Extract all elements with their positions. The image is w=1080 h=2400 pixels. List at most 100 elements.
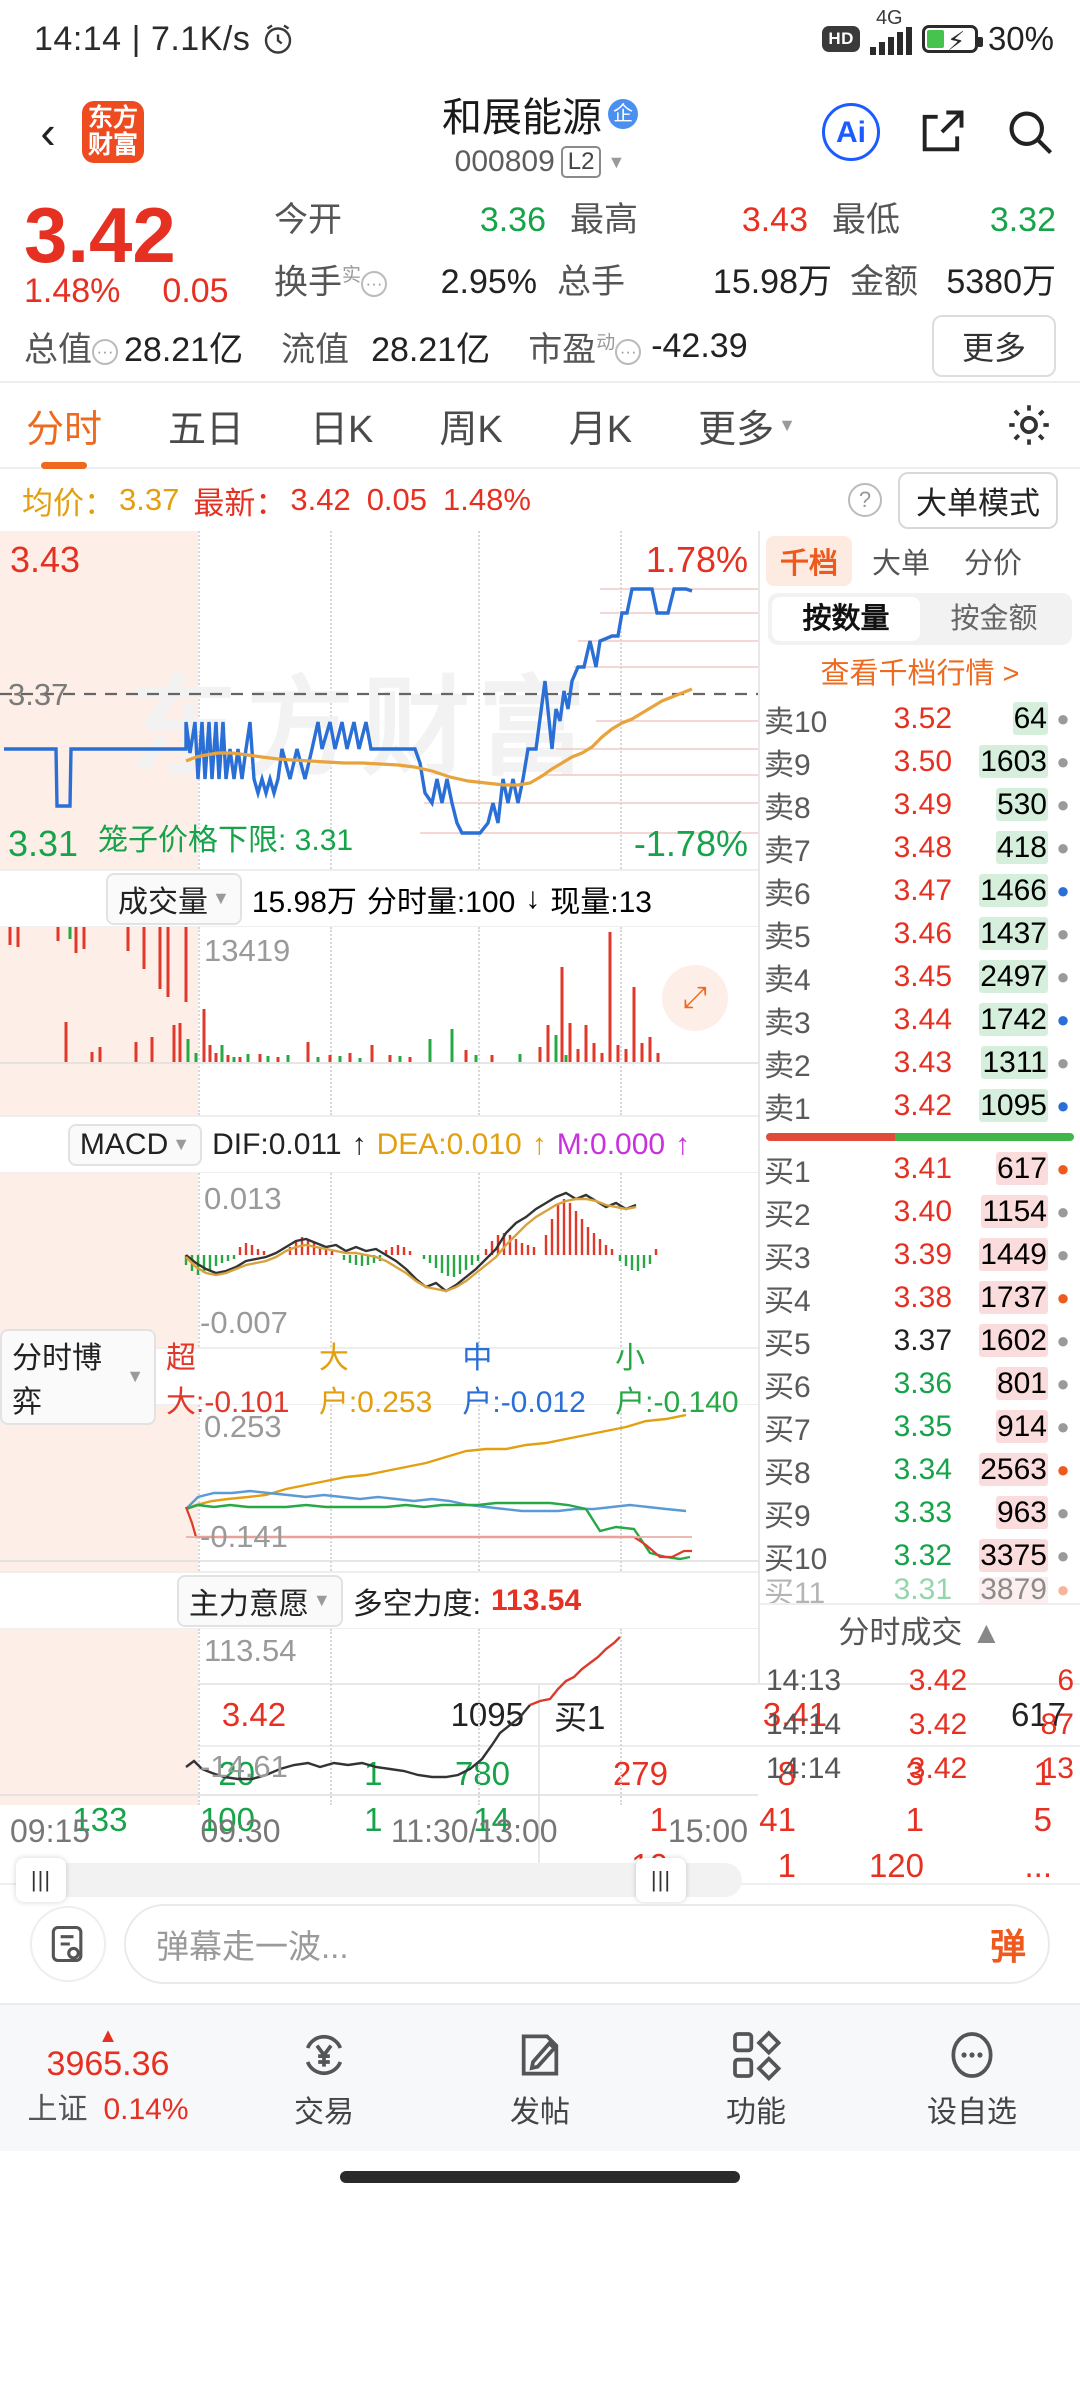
preopen-shade bbox=[0, 531, 198, 869]
nav-actions: Ai bbox=[822, 103, 1056, 161]
table-row[interactable]: 买7 3.35 914 ● bbox=[764, 1409, 1070, 1447]
more-button[interactable]: 更多 bbox=[931, 315, 1056, 377]
stock-name: 和展能源 bbox=[442, 96, 602, 140]
macd-dea: DEA:0.010 bbox=[376, 1127, 522, 1161]
table-row[interactable]: 卖3 3.44 1742 ● bbox=[764, 1002, 1070, 1040]
info-dots-icon[interactable]: ··· bbox=[615, 338, 642, 365]
chart-scrollbar[interactable]: ||| ||| bbox=[16, 1858, 742, 1902]
danmu-input[interactable]: 弹幕走一波... 弹 bbox=[124, 1904, 1050, 1984]
orderbook-sort-segment: 按数量 按金额 bbox=[768, 593, 1072, 645]
table-row: 279 8 3 1 bbox=[612, 1755, 1052, 1792]
table-row[interactable]: 卖9 3.50 1603 ● bbox=[764, 744, 1070, 782]
nav-item-trade[interactable]: 交易 bbox=[216, 2025, 432, 2131]
back-chevron-icon[interactable]: ‹ bbox=[40, 106, 56, 158]
table-row[interactable]: 卖2 3.43 1311 ● bbox=[764, 1045, 1070, 1083]
time-tick-2: 11:30/13:00 bbox=[390, 1812, 558, 1849]
yuan-trade-icon bbox=[216, 2025, 432, 2085]
open-value: 3.36 bbox=[479, 201, 546, 239]
volume-indicator-selector[interactable]: 成交量 ▼ bbox=[105, 872, 242, 925]
scrollbar-handle-right[interactable]: ||| bbox=[636, 1858, 686, 1902]
macd-indicator-selector[interactable]: MACD ▼ bbox=[67, 1123, 203, 1166]
scrollbar-handle-left[interactable]: ||| bbox=[16, 1858, 66, 1902]
search-icon[interactable] bbox=[1004, 106, 1056, 158]
table-row[interactable]: 卖5 3.46 1437 ● bbox=[764, 916, 1070, 954]
level2-badge: L2 bbox=[560, 146, 602, 178]
app-logo-line2: 财富 bbox=[87, 131, 138, 159]
info-dots-icon[interactable]: ··· bbox=[92, 338, 118, 365]
table-row: 1 41 1 5 bbox=[649, 1801, 1052, 1838]
table-row[interactable]: 买8 3.34 2563 ● bbox=[764, 1452, 1070, 1490]
nav-label-trade: 交易 bbox=[294, 2096, 354, 2129]
will-line-svg bbox=[0, 1636, 758, 1796]
table-row[interactable]: 买6 3.36 801 ● bbox=[764, 1366, 1070, 1404]
tab-more[interactable]: 更多 ▼ bbox=[698, 398, 796, 453]
table-row[interactable]: 买9 3.33 963 ● bbox=[764, 1495, 1070, 1533]
tab-daily-k[interactable]: 日K bbox=[310, 408, 374, 451]
home-indicator bbox=[0, 2151, 1080, 2203]
send-danmu-button[interactable]: 弹 bbox=[989, 1926, 1026, 1967]
tab-monthly-k[interactable]: 月K bbox=[568, 408, 633, 451]
chevron-down-icon[interactable]: ▼ bbox=[607, 151, 626, 172]
nav-item-function[interactable]: 功能 bbox=[648, 2025, 864, 2131]
orderbook-tab-fenjia[interactable]: 分价 bbox=[964, 548, 1023, 580]
ai-assistant-button[interactable]: Ai bbox=[822, 103, 880, 161]
tab-fenshi[interactable]: 分时 bbox=[26, 398, 102, 453]
index-widget[interactable]: ▲ 3965.36 上证 0.14% bbox=[0, 2026, 216, 2128]
battery-percent: 30% bbox=[987, 20, 1054, 57]
time-tick-1: 09:30 bbox=[200, 1812, 281, 1849]
table-row[interactable]: 卖6 3.47 1466 ● bbox=[764, 873, 1070, 911]
tab-more-label: 更多 bbox=[698, 408, 775, 451]
nav-item-watchlist[interactable]: 设自选 bbox=[864, 2025, 1080, 2131]
expand-icon[interactable]: ⤢ bbox=[662, 965, 728, 1031]
table-row[interactable]: 卖7 3.48 418 ● bbox=[764, 830, 1070, 868]
volume-chart[interactable]: 13419 ⤢ bbox=[0, 927, 758, 1117]
intraday-price-chart[interactable]: 东方财富 3.43 1.78% 3.37 3.31 bbox=[0, 531, 758, 871]
game-chart[interactable]: 0.253 -0.141 bbox=[0, 1405, 758, 1573]
game-indicator-selector[interactable]: 分时博弈 ▼ bbox=[0, 1328, 157, 1425]
latest-price-value: 3.42 bbox=[290, 482, 351, 517]
big-order-mode-button[interactable]: 大单模式 bbox=[898, 471, 1058, 529]
table-row[interactable]: 卖4 3.45 2497 ● bbox=[764, 959, 1070, 997]
deals-header[interactable]: 分时成交 ▲ bbox=[760, 1603, 1080, 1659]
quote-stat-line-3: 总值 ··· 28.21亿 流值 28.21亿 市盈动 ··· -42.39 更多 bbox=[24, 315, 1056, 377]
help-icon[interactable]: ? bbox=[848, 483, 882, 517]
change-percent: 1.48% bbox=[24, 272, 121, 310]
share-icon[interactable] bbox=[916, 106, 968, 158]
app-logo[interactable]: 东方 财富 bbox=[82, 101, 144, 163]
macd-dif: DIF:0.011 bbox=[212, 1127, 342, 1161]
table-row[interactable]: 买4 3.38 1737 ● bbox=[764, 1280, 1070, 1318]
volume-period-arrow: ↓ bbox=[525, 881, 541, 915]
will-metric-label: 多空力度: bbox=[352, 1587, 482, 1621]
table-row[interactable]: 买2 3.40 1154 ● bbox=[764, 1194, 1070, 1232]
table-row[interactable]: 卖8 3.49 530 ● bbox=[764, 787, 1070, 825]
cage-price-note: 笼子价格下限: 3.31 bbox=[98, 824, 354, 857]
table-row[interactable]: 买1 3.41 617 ● bbox=[764, 1151, 1070, 1189]
macd-dea-arrow: ↑ bbox=[531, 1127, 547, 1161]
nav-item-post[interactable]: 发帖 bbox=[432, 2025, 648, 2131]
table-row[interactable]: 买11 3.31 3879 ● bbox=[760, 1577, 1080, 1603]
tab-weekly-k[interactable]: 周K bbox=[439, 408, 503, 451]
table-row[interactable]: 买3 3.39 1449 ● bbox=[764, 1237, 1070, 1275]
segment-by-amount[interactable]: 按金额 bbox=[950, 603, 1038, 635]
table-row[interactable]: 买5 3.37 1602 ● bbox=[764, 1323, 1070, 1361]
macd-header: MACD ▼ DIF:0.011 ↑ DEA:0.010 ↑ M:0.000 ↑ bbox=[0, 1117, 758, 1173]
status-bar-right: HD 4G ⚡ 30% bbox=[822, 7, 1054, 58]
info-dots-icon[interactable]: ··· bbox=[361, 271, 388, 298]
status-bar: 14:14 | 7.1K/s HD 4G ⚡ 30% bbox=[0, 0, 1080, 78]
floatcap-value: 28.21亿 bbox=[371, 330, 491, 369]
note-icon[interactable] bbox=[30, 1906, 106, 1982]
table-row[interactable]: 卖10 3.52 64 ● bbox=[764, 701, 1070, 739]
will-indicator-selector[interactable]: 主力意愿 ▼ bbox=[176, 1574, 343, 1627]
tab-five-day[interactable]: 五日 bbox=[168, 408, 245, 451]
orderbook-tab-dadan[interactable]: 大单 bbox=[872, 548, 931, 580]
app-logo-line1: 东方 bbox=[87, 104, 138, 132]
view-full-depth-link[interactable]: 查看千档行情 > bbox=[820, 658, 1020, 690]
table-row[interactable]: 卖1 3.42 1095 ● bbox=[764, 1088, 1070, 1126]
table-row[interactable]: 买10 3.32 3375 ● bbox=[764, 1538, 1070, 1576]
will-chart[interactable]: 113.54 -14.61 bbox=[0, 1629, 758, 1805]
macd-chart[interactable]: 0.013 -0.007 bbox=[0, 1173, 758, 1349]
orderbook-tab-qiandang[interactable]: 千档 bbox=[766, 536, 853, 586]
gear-icon[interactable] bbox=[1004, 400, 1054, 450]
segment-by-quantity[interactable]: 按数量 bbox=[772, 597, 920, 641]
